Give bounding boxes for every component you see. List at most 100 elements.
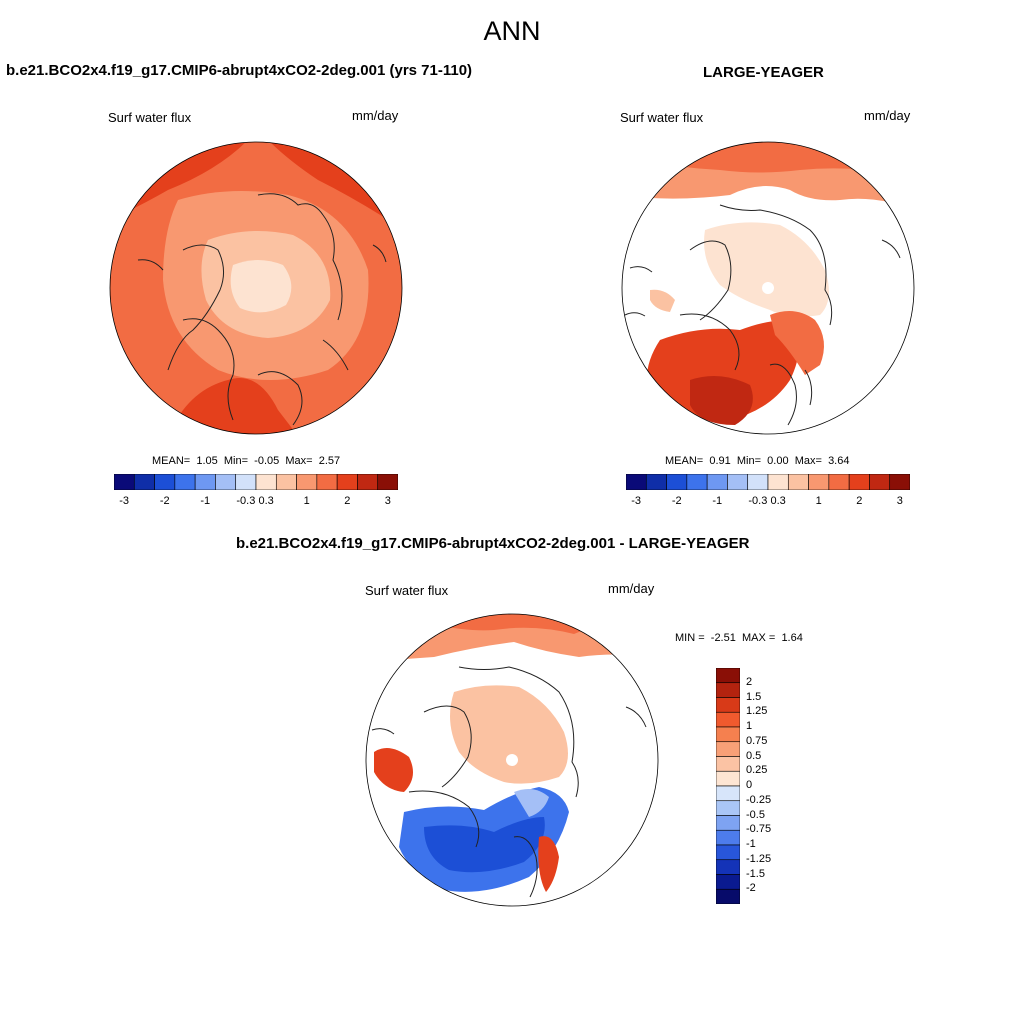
panel2-polar-map xyxy=(621,141,915,435)
p3-colorbar-tick-9: -0.5 xyxy=(746,808,765,821)
panel2-stats: MEAN= 0.91 Min= 0.00 Max= 3.64 xyxy=(665,455,849,467)
p1-colorbar-box-8 xyxy=(275,473,297,491)
panel1-stats: MEAN= 1.05 Min= -0.05 Max= 2.57 xyxy=(152,455,340,467)
p3-colorbar-box-13 xyxy=(715,859,741,875)
p2-barents xyxy=(770,311,824,375)
p2-colorbar-box-0 xyxy=(625,473,647,491)
p3-labrador xyxy=(374,748,413,792)
p1-colorbar-box-2 xyxy=(154,473,176,491)
p2-colorbar-box-6 xyxy=(747,473,769,491)
p3-colorbar-box-10 xyxy=(715,815,741,831)
p2-colorbar-box-9 xyxy=(808,473,830,491)
p2-arctic-pale xyxy=(704,222,829,317)
panel2-title: LARGE-YEAGER xyxy=(703,64,824,81)
p1-colorbar-box-4 xyxy=(194,473,216,491)
p3-colorbar-box-7 xyxy=(715,770,741,787)
p3-colorbar-box-5 xyxy=(715,741,741,757)
p3-colorbar-tick-3: 1 xyxy=(746,720,753,732)
panel2-colorbar-labels: -3 -2 -1 -0.3 0.3 1 2 3 xyxy=(626,495,910,509)
p1-colorbar-tick-7: 3 xyxy=(384,495,391,507)
p3-colorbar-tick-4: 0.75 xyxy=(746,734,768,747)
p3-arctic-peach xyxy=(450,685,568,784)
p1-colorbar-box-1 xyxy=(133,473,155,491)
p3-colorbar-tick-6: 0.25 xyxy=(746,764,768,777)
panel2-colorbar xyxy=(625,473,911,491)
p1-max-value: 2.57 xyxy=(318,455,341,467)
p2-mean-value: 0.91 xyxy=(709,455,731,467)
p3-colorbar-tick-2: 1.25 xyxy=(746,705,768,718)
p2-max-value: 3.64 xyxy=(828,455,850,467)
p3-baltic xyxy=(538,836,559,892)
p1-colorbar-tick-1: -2 xyxy=(159,495,170,507)
p2-colorbar-box-4 xyxy=(706,473,728,491)
panel3-title: b.e21.BCO2x4.f19_g17.CMIP6-abrupt4xCO2-2… xyxy=(236,535,750,552)
p2-colorbar-box-7 xyxy=(767,473,789,491)
p3-max-label: MAX = xyxy=(741,632,776,644)
panel2-units: mm/day xyxy=(864,108,911,123)
p3-colorbar-tick-1: 1.5 xyxy=(746,690,762,703)
p2-colorbar-box-10 xyxy=(828,473,850,491)
p3-colorbar-box-3 xyxy=(715,711,741,728)
p3-colorbar-box-1 xyxy=(715,682,741,698)
p1-colorbar-box-10 xyxy=(316,473,338,491)
p3-atlantic-core-neg xyxy=(424,817,545,873)
panel2-variable: Surf water flux xyxy=(620,110,704,125)
p1-colorbar-box-7 xyxy=(255,473,277,491)
panel1-variable: Surf water flux xyxy=(108,110,192,125)
p1-colorbar-box-6 xyxy=(235,473,257,491)
p1-deep-red-s xyxy=(168,378,298,434)
p2-max-label: Max= xyxy=(794,455,822,467)
p1-colorbar-tick-3: -0.3 xyxy=(236,495,256,507)
p2-colorbar-box-5 xyxy=(727,473,749,491)
p3-colorbar-tick-12: -1.25 xyxy=(746,852,772,865)
panel1-colorbar xyxy=(113,473,399,491)
p3-colorbar-tick-10: -0.75 xyxy=(746,823,772,836)
p3-map-border xyxy=(365,613,659,907)
panel3-colorbar-labels: 2 1.5 1.25 1 0.75 0.5 0.25 0 -0.25 -0.5 -0.75 -1 -1.… xyxy=(746,668,786,904)
p2-colorbar-box-13 xyxy=(889,473,911,491)
p1-max-label: Max= xyxy=(285,455,313,467)
panel1-colorbar-labels: -3 -2 -1 -0.3 0.3 1 2 3 xyxy=(114,495,398,509)
panel1-polar-map xyxy=(109,141,403,435)
p2-pole-hole xyxy=(762,282,774,294)
p3-colorbar-box-15 xyxy=(715,888,741,905)
p2-colorbar-box-12 xyxy=(869,473,891,491)
p2-hudson xyxy=(650,289,675,312)
p1-colorbar-tick-0: -3 xyxy=(119,495,130,507)
p3-coastlines xyxy=(371,666,647,898)
p2-map-border xyxy=(621,141,915,435)
p3-pole-hole xyxy=(506,754,518,766)
p2-colorbar-tick-6: 2 xyxy=(856,495,863,507)
p3-colorbar-box-2 xyxy=(715,697,741,713)
p2-atlantic-core xyxy=(690,376,753,425)
panel3-stats: MIN = -2.51 MAX = 1.64 xyxy=(675,632,803,644)
p2-colorbar-tick-3: -0.3 xyxy=(748,495,768,507)
panel1-title: b.e21.BCO2x4.f19_g17.CMIP6-abrupt4xCO2-2… xyxy=(6,62,473,79)
p1-mean-value: 1.05 xyxy=(196,455,218,467)
p1-map-border xyxy=(109,141,403,435)
p1-colorbar-box-12 xyxy=(357,473,379,491)
p3-colorbar-box-8 xyxy=(715,785,741,802)
p1-colorbar-tick-5: 1 xyxy=(303,495,310,507)
p2-colorbar-box-2 xyxy=(666,473,688,491)
p3-min-value: -2.51 xyxy=(710,632,736,644)
p3-colorbar-tick-8: -0.25 xyxy=(746,793,772,806)
p2-colorbar-tick-4: 0.3 xyxy=(770,495,786,507)
p3-colorbar-tick-7: 0 xyxy=(746,779,753,791)
p1-colorbar-tick-6: 2 xyxy=(344,495,351,507)
p1-colorbar-box-9 xyxy=(296,473,318,491)
p3-light-neg xyxy=(514,788,549,817)
p2-mean-label: MEAN= xyxy=(665,455,704,467)
p3-colorbar-box-11 xyxy=(715,829,741,846)
p2-colorbar-box-1 xyxy=(645,473,667,491)
p2-colorbar-tick-1: -2 xyxy=(671,495,682,507)
p3-min-label: MIN = xyxy=(675,632,705,644)
p1-colorbar-box-3 xyxy=(174,473,196,491)
panel3-units: mm/day xyxy=(608,581,655,596)
p3-colorbar-box-6 xyxy=(715,756,741,772)
page-title: ANN xyxy=(483,16,541,46)
p2-colorbar-box-11 xyxy=(848,473,870,491)
p1-mean-label: MEAN= xyxy=(152,455,191,467)
p2-north-atlantic xyxy=(646,321,799,421)
p3-colorbar-box-4 xyxy=(715,726,741,743)
